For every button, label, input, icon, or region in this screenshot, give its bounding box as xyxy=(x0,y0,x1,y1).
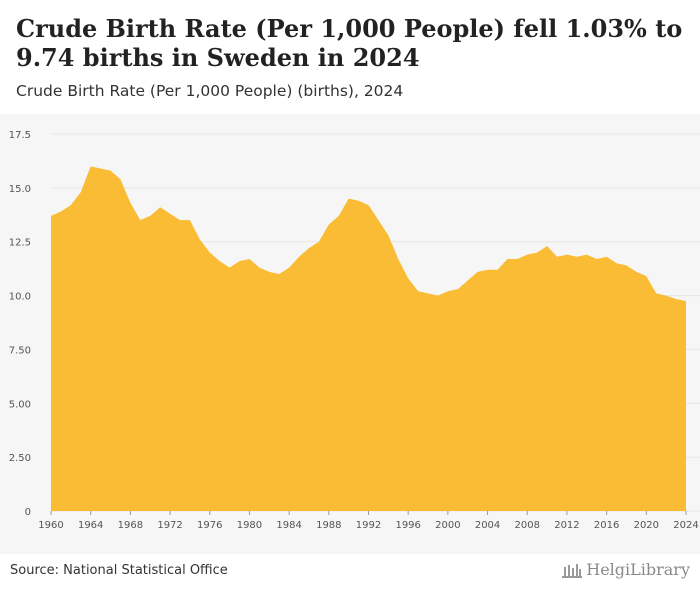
library-building-icon xyxy=(562,563,583,578)
source-label: Source: National Statistical Office xyxy=(10,563,228,578)
x-tick-label: 2004 xyxy=(475,520,500,531)
helgi-library-logo: HelgiLibrary xyxy=(561,560,690,579)
x-tick-label: 1972 xyxy=(157,520,182,531)
x-tick-label: 1980 xyxy=(237,520,262,531)
x-tick-label: 1996 xyxy=(395,520,420,531)
x-tick-label: 1964 xyxy=(78,520,103,531)
x-tick-label: 2000 xyxy=(435,520,460,531)
y-tick-label: 2.50 xyxy=(9,453,31,464)
x-tick-label: 2012 xyxy=(554,520,579,531)
x-tick-label: 1976 xyxy=(197,520,222,531)
x-tick-label: 1992 xyxy=(356,520,381,531)
header: Crude Birth Rate (Per 1,000 People) fell… xyxy=(0,0,700,114)
y-tick-label: 10.0 xyxy=(9,292,31,303)
chart-subtitle: Crude Birth Rate (Per 1,000 People) (bir… xyxy=(16,82,404,100)
x-tick-label: 1988 xyxy=(316,520,341,531)
footer xyxy=(0,554,700,596)
x-tick-label: 1968 xyxy=(118,520,143,531)
page-title: Crude Birth Rate (Per 1,000 People) fell… xyxy=(16,14,683,72)
x-tick-label: 2016 xyxy=(594,520,619,531)
x-tick-label: 2008 xyxy=(515,520,540,531)
y-axis: 0 2.50 5.00 7.50 10.0 12.5 15.0 17.5 xyxy=(9,130,31,518)
area-layer xyxy=(51,166,686,512)
y-tick-label: 12.5 xyxy=(9,238,31,249)
x-tick-label: 1984 xyxy=(276,520,301,531)
y-tick-label: 7.50 xyxy=(9,345,31,356)
y-tick-label: 0 xyxy=(25,507,31,518)
x-tick-label: 2020 xyxy=(634,520,659,531)
x-tick-label: 1960 xyxy=(38,520,63,531)
x-axis: 1960 1964 1968 1972 1976 1980 1984 1988 1992 1996… xyxy=(38,511,699,531)
logo-text: HelgiLibrary xyxy=(586,560,690,579)
y-tick-label: 17.5 xyxy=(9,130,31,141)
birth-rate-area xyxy=(51,166,686,512)
y-tick-label: 5.00 xyxy=(9,399,31,410)
x-tick-label: 2024 xyxy=(673,520,698,531)
y-tick-label: 15.0 xyxy=(9,184,31,195)
